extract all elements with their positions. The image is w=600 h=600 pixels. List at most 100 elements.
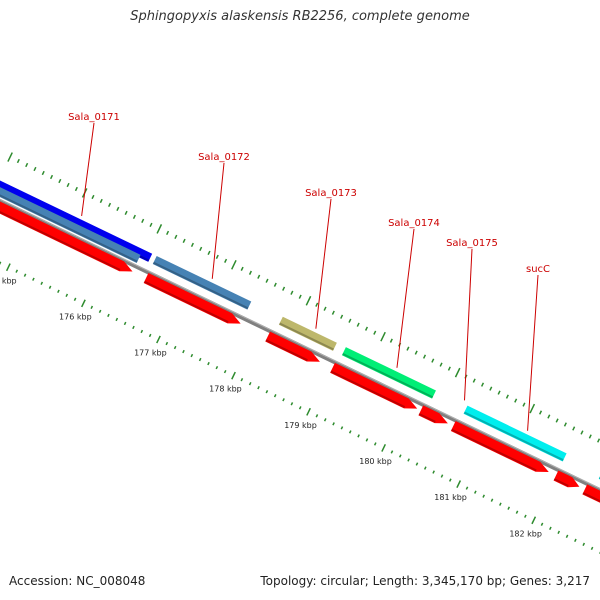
scale-tick [15, 269, 19, 273]
cds-arrow-shade [418, 413, 436, 423]
scale-tick [148, 333, 152, 338]
label-layer: 175 kbp 176 kbp 177 kbp 178 kbp 179 kbp 180 k… [0, 112, 550, 538]
upper-tick [447, 366, 451, 371]
scale-tick [456, 480, 462, 489]
upper-tick [215, 254, 219, 259]
scale-tick [207, 361, 210, 366]
upper-tick [305, 295, 312, 306]
upper-tick [472, 378, 476, 383]
upper-tick [489, 386, 493, 391]
scale-tick [515, 510, 519, 514]
upper-tick [298, 294, 302, 299]
upper-tick [124, 210, 128, 216]
gene-bar-shade [463, 411, 564, 462]
scale-tick [315, 414, 319, 418]
cds-arrow [450, 421, 549, 473]
scale-tick [40, 281, 44, 285]
upper-tick [25, 162, 29, 168]
tick-layer [0, 152, 600, 554]
cds-arrow [0, 201, 133, 272]
scale-tick [365, 438, 369, 442]
scale-tick [373, 442, 377, 446]
upper-tick [373, 330, 377, 335]
gene-label: Sala_0172 [198, 152, 250, 163]
upper-tick [273, 282, 277, 287]
upper-tick [431, 358, 435, 363]
scale-tick [98, 309, 102, 314]
cds-arrow-shade [265, 339, 308, 362]
upper-tick [580, 430, 584, 435]
scale-tick [5, 263, 11, 272]
cds-arrow-shade [330, 370, 406, 408]
upper-tick [166, 230, 170, 236]
scale-tick [565, 534, 569, 539]
scale-tick [423, 466, 427, 470]
upper-tick [132, 214, 136, 220]
upper-tick [108, 202, 112, 208]
cds-arrow [330, 362, 418, 409]
scale-tick [407, 458, 410, 462]
upper-tick [538, 410, 543, 415]
gene-bar [152, 255, 252, 310]
gene-label: Sala_0174 [388, 218, 440, 229]
scale-tick [415, 462, 419, 466]
scale-tick [306, 407, 311, 416]
scale-tick [465, 486, 469, 490]
upper-tick [257, 274, 261, 279]
scale-tick [323, 418, 327, 422]
label-leader [81, 122, 95, 216]
scale-tick [223, 369, 227, 374]
upper-tick [99, 198, 103, 204]
upper-tick [480, 382, 485, 387]
upper-tick [563, 422, 567, 427]
upper-tick [240, 266, 244, 271]
upper-tick [231, 259, 237, 270]
scale-tick [190, 353, 194, 358]
scale-tick [265, 390, 269, 394]
upper-tick [207, 250, 211, 255]
scale-label: 177 kbp [134, 349, 167, 358]
scale-tick [23, 273, 27, 277]
upper-tick [182, 238, 186, 243]
gene-bar [463, 405, 567, 462]
scale-tick [590, 546, 594, 551]
scale-tick [448, 478, 452, 482]
upper-tick [364, 326, 369, 331]
label-leader [464, 248, 473, 401]
upper-tick [74, 186, 78, 192]
scale-tick [332, 422, 335, 426]
upper-tick [331, 310, 335, 315]
gene-bar-shade [342, 352, 434, 399]
label-leader [211, 162, 225, 279]
scale-tick [398, 454, 402, 458]
scale-tick [273, 394, 277, 398]
upper-tick [323, 306, 327, 311]
upper-tick [380, 331, 386, 342]
scale-tick [156, 335, 161, 344]
upper-tick [49, 174, 54, 180]
cds-arrow [265, 331, 320, 362]
cds-arrow-shade [0, 210, 121, 271]
scale-tick [257, 386, 260, 390]
gene-bar [278, 316, 337, 351]
cds-arrow [418, 405, 448, 424]
scale-label: 179 kbp [284, 421, 317, 430]
scale-tick [198, 357, 202, 362]
gene-bar [341, 347, 436, 399]
backbone-line [0, 198, 600, 493]
upper-tick [439, 362, 443, 367]
upper-tick [505, 394, 509, 399]
upper-tick [422, 354, 427, 359]
scale-tick [524, 514, 527, 518]
upper-tick [340, 314, 344, 319]
scale-tick [531, 516, 537, 525]
upper-tick [91, 194, 95, 200]
upper-tick [16, 158, 20, 164]
scale-tick [132, 325, 135, 330]
upper-tick [7, 152, 13, 162]
cds-arrow [553, 470, 580, 488]
scale-tick [340, 426, 344, 430]
label-leader [315, 198, 332, 329]
scale-tick [557, 530, 561, 534]
